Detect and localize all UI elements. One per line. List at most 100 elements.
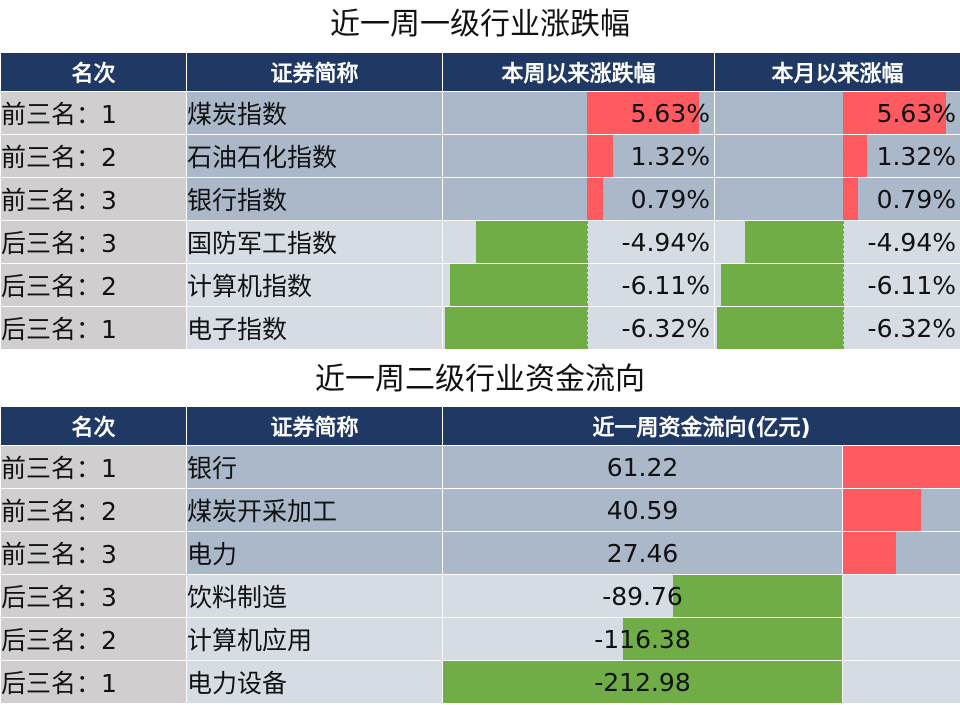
month-return-cell: 1.32% xyxy=(714,134,960,178)
fund-flow-value-cell: 40.59 xyxy=(442,488,843,532)
fund-flow-value-cell: 61.22 xyxy=(442,445,843,489)
header-month-return: 本月以来涨幅 xyxy=(714,52,960,92)
name-cell: 银行指数 xyxy=(186,177,443,221)
positive-bar xyxy=(843,178,858,220)
positive-bar xyxy=(843,532,896,574)
fund-flow-positive-cell xyxy=(842,531,960,575)
month-return-cell: 0.79% xyxy=(714,177,960,221)
positive-bar xyxy=(587,135,614,177)
header-rank: 名次 xyxy=(0,406,187,446)
positive-bar xyxy=(843,135,868,177)
fund-flow-label: 61.22 xyxy=(606,452,679,482)
week-return-cell: 5.63% xyxy=(442,91,715,135)
fund-flow-value-cell: -89.76 xyxy=(442,574,843,618)
fund-flow-table: 名次 证券简称 近一周资金流向(亿元) 前三名：1 银行 61.22 前三名：2 煤炭开… xyxy=(0,406,960,704)
table-row: 后三名：2 计算机应用 -116.38 xyxy=(0,617,960,661)
name-cell: 石油石化指数 xyxy=(186,134,443,178)
table-row: 后三名：3 国防军工指数 -4.94% -4.94% xyxy=(0,220,960,264)
fund-flow-positive-cell xyxy=(842,488,960,532)
table-row: 前三名：3 电力 27.46 xyxy=(0,531,960,575)
rank-cell: 前三名：2 xyxy=(0,488,187,532)
positive-bar xyxy=(843,92,947,134)
negative-bar xyxy=(443,661,842,703)
table-row: 前三名：2 石油石化指数 1.32% 1.32% xyxy=(0,134,960,178)
zero-axis xyxy=(843,307,844,349)
negative-bar xyxy=(744,221,843,263)
rank-cell: 前三名：3 xyxy=(0,177,187,221)
positive-bar xyxy=(587,92,700,134)
industry-return-table: 名次 证券简称 本周以来涨跌幅 本月以来涨幅 前三名：1 煤炭指数 5.63% 5.6… xyxy=(0,52,960,350)
negative-bar xyxy=(717,307,843,349)
zero-axis xyxy=(843,178,844,220)
positive-bar xyxy=(587,178,603,220)
name-cell: 计算机应用 xyxy=(186,617,443,661)
fund-flow-value-cell: -116.38 xyxy=(442,617,843,661)
rank-cell: 后三名：1 xyxy=(0,660,187,704)
zero-axis xyxy=(843,92,844,134)
month-return-label: -6.32% xyxy=(867,313,956,343)
week-return-label: -6.32% xyxy=(621,313,710,343)
month-return-label: 1.32% xyxy=(876,141,956,171)
name-cell: 电力 xyxy=(186,531,443,575)
table1-title: 近一周一级行业涨跌幅 xyxy=(330,7,630,42)
month-return-cell: 5.63% xyxy=(714,91,960,135)
rank-cell: 前三名：1 xyxy=(0,91,187,135)
month-return-cell: -4.94% xyxy=(714,220,960,264)
month-return-label: -6.11% xyxy=(867,270,956,300)
week-return-cell: 0.79% xyxy=(442,177,715,221)
zero-axis xyxy=(843,221,844,263)
table-row: 后三名：1 电力设备 -212.98 xyxy=(0,660,960,704)
header-rank: 名次 xyxy=(0,52,187,92)
table-row: 后三名：2 计算机指数 -6.11% -6.11% xyxy=(0,263,960,307)
zero-axis xyxy=(587,178,588,220)
fund-flow-positive-cell xyxy=(842,574,960,618)
table-row: 前三名：2 煤炭开采加工 40.59 xyxy=(0,488,960,532)
name-cell: 煤炭开采加工 xyxy=(186,488,443,532)
table-row: 前三名：1 煤炭指数 5.63% 5.63% xyxy=(0,91,960,135)
week-return-label: -4.94% xyxy=(621,227,710,257)
month-return-label: -4.94% xyxy=(867,227,956,257)
name-cell: 饮料制造 xyxy=(186,574,443,618)
positive-bar xyxy=(843,489,922,531)
fund-flow-value-cell: -212.98 xyxy=(442,660,843,704)
rank-cell: 后三名：3 xyxy=(0,220,187,264)
zero-axis xyxy=(843,264,844,306)
table-row: 前三名：1 银行 61.22 xyxy=(0,445,960,489)
rank-cell: 前三名：1 xyxy=(0,445,187,489)
month-return-cell: -6.11% xyxy=(714,263,960,307)
negative-bar xyxy=(476,221,587,263)
negative-bar xyxy=(673,575,842,617)
fund-flow-label: -116.38 xyxy=(594,624,691,654)
table-row: 前三名：3 银行指数 0.79% 0.79% xyxy=(0,177,960,221)
header-fund-flow: 近一周资金流向(亿元) xyxy=(442,406,960,446)
month-return-label: 0.79% xyxy=(876,184,956,214)
zero-axis xyxy=(587,221,588,263)
week-return-cell: 1.32% xyxy=(442,134,715,178)
week-return-label: 1.32% xyxy=(630,141,710,171)
zero-axis xyxy=(843,135,844,177)
zero-axis xyxy=(587,264,588,306)
week-return-cell: -6.32% xyxy=(442,306,715,350)
month-return-cell: -6.32% xyxy=(714,306,960,350)
header-name: 证券简称 xyxy=(186,406,443,446)
zero-axis xyxy=(587,135,588,177)
fund-flow-positive-cell xyxy=(842,660,960,704)
week-return-label: 5.63% xyxy=(630,98,710,128)
rank-cell: 后三名：1 xyxy=(0,306,187,350)
rank-cell: 后三名：2 xyxy=(0,617,187,661)
month-return-label: 5.63% xyxy=(876,98,956,128)
negative-bar xyxy=(721,264,843,306)
fund-flow-positive-cell xyxy=(842,445,960,489)
header-week-return: 本周以来涨跌幅 xyxy=(442,52,715,92)
name-cell: 计算机指数 xyxy=(186,263,443,307)
name-cell: 煤炭指数 xyxy=(186,91,443,135)
rank-cell: 后三名：2 xyxy=(0,263,187,307)
negative-bar xyxy=(445,307,587,349)
rank-cell: 前三名：3 xyxy=(0,531,187,575)
rank-cell: 后三名：3 xyxy=(0,574,187,618)
positive-bar xyxy=(843,446,960,488)
table-row: 后三名：3 饮料制造 -89.76 xyxy=(0,574,960,618)
name-cell: 国防军工指数 xyxy=(186,220,443,264)
negative-bar xyxy=(449,264,587,306)
week-return-cell: -4.94% xyxy=(442,220,715,264)
